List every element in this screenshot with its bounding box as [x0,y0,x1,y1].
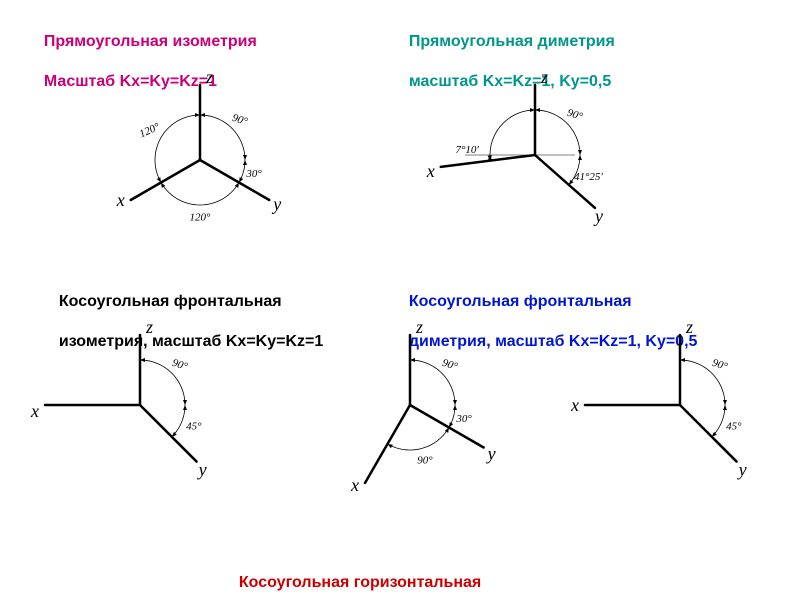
axis-label-z: z [685,317,693,337]
axis-label-x: x [426,161,435,181]
angle-label: 90° [441,357,460,373]
title-iso-horiz-oblique: Косоугольная горизонтальная изометрия, м… [230,553,503,600]
axes-svg: 90° 30° 90° z x y [300,315,510,505]
arc-arrowhead [453,405,457,410]
angle-label: 90° [231,112,250,128]
diagram-iso-horiz-oblique: 90° 30° 90° z x y [300,315,510,505]
angle-label: 45° [726,420,742,432]
angle-label: 120° [138,121,163,141]
angle-label: 90° [171,357,190,373]
angle-label: 90° [566,107,585,123]
title-line: Прямоугольная изометрия [44,33,257,50]
arc-arrowhead [578,155,582,160]
angle-arc [490,110,535,161]
arc-arrowhead [723,400,727,405]
axis-label-y: y [737,460,747,480]
angle-arc [172,405,185,437]
title-line: Косоугольная фронтальная [409,293,632,310]
angle-label: 45° [186,420,202,432]
angle-label: 30° [245,168,262,180]
axis-label-y: y [197,460,207,480]
angle-label: 90° [711,357,730,373]
axis-label-x: x [30,401,39,421]
arc-arrowhead [453,400,457,405]
title-line: Косоугольная фронтальная [59,293,282,310]
axis-label-z: z [205,67,213,87]
angle-label: 41°25' [574,171,603,183]
axis-y [680,405,737,462]
angle-label: 7°10' [456,144,480,156]
diagram-iso-rect: 120° 120° 30° 90° z x y [100,50,300,240]
title-line: Прямоугольная диметрия [409,33,615,50]
axis-x [365,405,410,483]
axis-x [441,155,535,167]
axes-svg: 7°10' 41°25' 90° z x y [420,55,640,245]
axis-y [410,405,484,448]
arc-arrowhead [243,155,247,160]
diagram-dim-rect: 7°10' 41°25' 90° z x y [420,55,640,245]
axis-label-z: z [145,317,153,337]
axis-label-y: y [271,194,281,214]
angle-arc [161,183,239,206]
axis-label-x: x [570,395,579,415]
axis-label-x: x [350,475,359,495]
angle-label: 30° [455,413,472,425]
diagram-dim-front-oblique: 45° 90° z x y [570,315,780,505]
arc-arrowhead [243,160,247,165]
arc-arrowhead [723,405,727,410]
axis-label-y: y [593,206,603,226]
arc-arrowhead [578,150,582,155]
angle-arc [388,428,449,450]
angle-arc [712,405,725,437]
axes-svg: 45° 90° z x y [30,315,240,505]
axis-y [140,405,197,462]
angle-label: 90° [417,455,433,467]
axis-label-z: z [540,67,548,87]
title-line: Косоугольная горизонтальная [239,574,481,591]
axis-label-x: x [116,190,125,210]
arc-arrowhead [183,405,187,410]
axis-label-y: y [486,444,496,464]
angle-label: 120° [190,212,212,224]
axis-label-z: z [415,317,423,337]
axes-svg: 120° 120° 30° 90° z x y [100,50,300,240]
axes-svg: 45° 90° z x y [570,315,780,505]
axis-x [131,160,200,200]
arc-arrowhead [183,400,187,405]
diagram-iso-front-oblique: 45° 90° z x y [30,315,240,505]
